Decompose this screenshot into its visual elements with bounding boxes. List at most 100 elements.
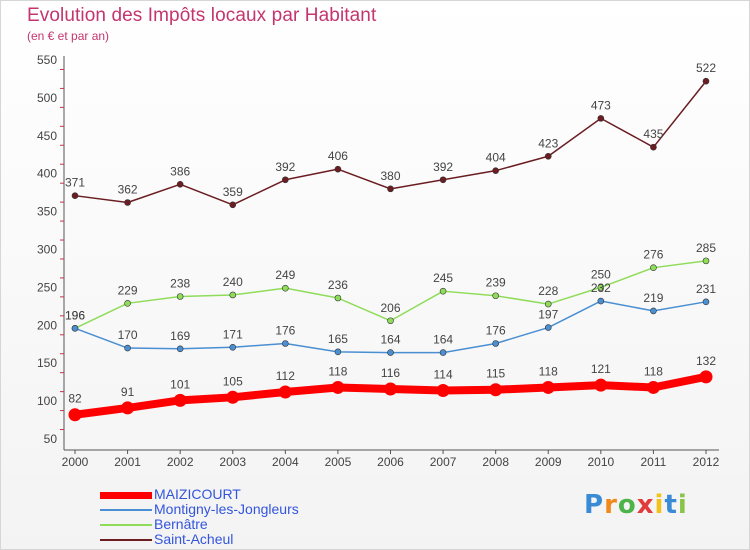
data-label: 380: [380, 169, 400, 183]
data-label: 406: [328, 149, 348, 163]
data-point: [229, 201, 237, 209]
data-point: [597, 115, 605, 122]
data-label: 236: [328, 278, 348, 292]
data-point: [68, 408, 82, 422]
y-tick-label: 150: [37, 356, 57, 370]
legend-swatch: [100, 509, 152, 511]
data-label: 245: [433, 271, 453, 285]
data-label: 118: [539, 364, 558, 378]
x-tick-label: 2008: [482, 455, 509, 469]
page-title: Evolution des Impôts locaux par Habitant: [27, 5, 377, 26]
data-label: 386: [170, 164, 190, 178]
data-label: 101: [170, 377, 190, 391]
data-label: 82: [68, 392, 82, 406]
x-tick-label: 2006: [377, 455, 404, 469]
data-label: 112: [276, 369, 295, 383]
data-label: 435: [643, 127, 663, 141]
legend-label: MAIZICOURT: [154, 486, 241, 502]
x-tick-label: 2005: [325, 455, 352, 469]
data-point: [650, 143, 657, 151]
data-point: [334, 294, 342, 302]
legend-label: Montigny-les-Jongleurs: [154, 501, 299, 517]
x-tick-label: 2012: [693, 455, 720, 469]
data-point: [492, 340, 499, 347]
data-point: [176, 181, 184, 188]
data-label: 118: [644, 364, 663, 378]
data-point: [387, 349, 394, 356]
data-label: 164: [433, 333, 453, 347]
data-point: [492, 167, 499, 174]
data-point: [439, 176, 447, 184]
x-tick-label: 2011: [641, 455, 667, 469]
data-label: 276: [643, 248, 663, 262]
data-point: [229, 343, 237, 351]
data-point: [597, 297, 605, 305]
data-label: 285: [696, 241, 716, 255]
data-point: [594, 378, 608, 392]
data-point: [334, 348, 342, 356]
x-tick-label: 2000: [62, 455, 89, 469]
data-label: 176: [486, 323, 506, 337]
y-tick-label: 250: [37, 280, 57, 294]
data-point: [176, 345, 184, 353]
data-label: 359: [223, 185, 243, 199]
x-tick-label: 2010: [587, 455, 614, 469]
data-label: 115: [486, 367, 505, 381]
data-label: 392: [275, 160, 295, 174]
data-point: [334, 165, 342, 173]
x-tick-label: 2009: [535, 455, 562, 469]
data-label: 392: [433, 160, 453, 174]
data-point: [278, 385, 292, 399]
data-point: [229, 291, 237, 299]
data-label: 118: [328, 364, 347, 378]
data-point: [282, 284, 289, 292]
data-label: 473: [591, 98, 611, 112]
data-label: 197: [538, 308, 558, 322]
data-point: [387, 185, 394, 193]
data-label: 232: [591, 281, 611, 295]
data-point: [699, 370, 713, 384]
data-point: [702, 298, 710, 306]
legend-swatch: [100, 524, 152, 526]
data-point: [646, 380, 660, 394]
data-point: [121, 401, 135, 415]
data-label: 228: [538, 284, 558, 298]
data-label: 164: [380, 333, 400, 347]
logo-letter: x: [636, 490, 655, 520]
data-point: [173, 393, 187, 407]
logo-letter: P: [584, 490, 605, 520]
data-label: 404: [486, 151, 506, 165]
data-point: [541, 380, 555, 394]
data-label: 169: [170, 329, 190, 343]
data-label: 176: [275, 323, 295, 337]
data-label: 229: [118, 283, 138, 297]
data-point: [492, 292, 499, 300]
legend-label: Saint-Acheul: [154, 531, 234, 547]
chart-subtitle: (en € et par an): [27, 29, 110, 43]
data-label: 121: [591, 362, 611, 376]
y-tick-label: 400: [37, 167, 57, 181]
data-point: [282, 176, 289, 184]
data-label: 250: [591, 267, 611, 281]
data-label: 171: [223, 327, 243, 341]
data-label: 240: [223, 275, 243, 289]
x-tick-label: 2002: [167, 455, 194, 469]
y-tick-label: 550: [37, 53, 57, 67]
data-point: [71, 325, 79, 332]
data-point: [544, 300, 552, 308]
data-point: [439, 349, 447, 356]
data-label: 206: [380, 301, 400, 315]
data-point: [384, 382, 397, 396]
y-tick-label: 100: [37, 394, 57, 408]
data-label: 239: [486, 276, 506, 290]
data-point: [226, 390, 240, 404]
data-label: 231: [696, 282, 716, 296]
x-tick-label: 2007: [430, 455, 457, 469]
proxiti-logo: Proxiti: [584, 490, 688, 520]
data-point: [282, 340, 289, 347]
data-label: 371: [65, 176, 85, 190]
data-label: 362: [118, 183, 138, 197]
logo-letter: i: [654, 490, 665, 520]
